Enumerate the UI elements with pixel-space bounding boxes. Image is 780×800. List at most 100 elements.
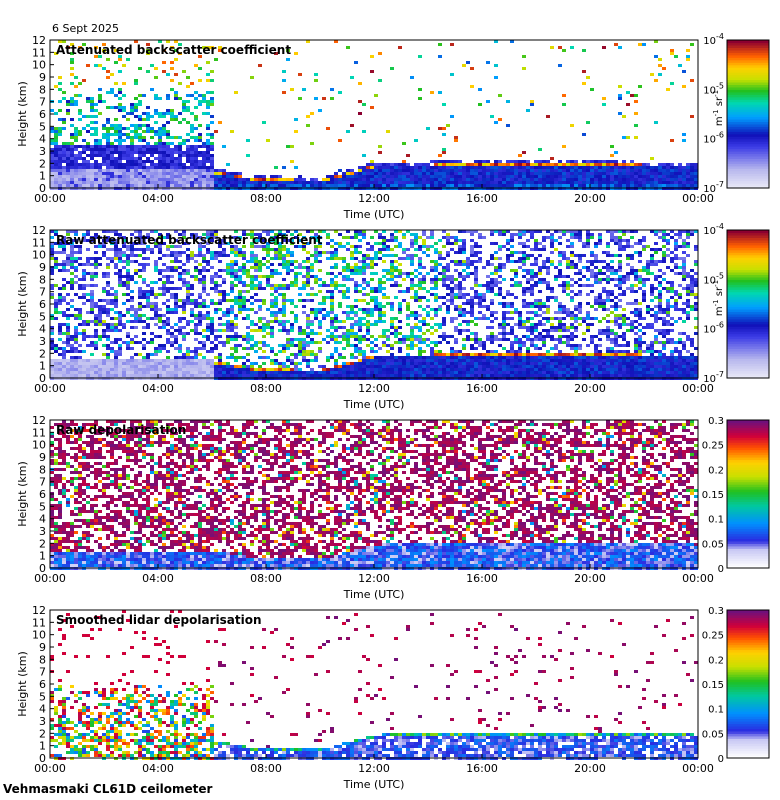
heatmap-cell (522, 172, 526, 175)
heatmap-cell (426, 323, 430, 326)
heatmap-cell (130, 296, 134, 299)
heatmap-cell (610, 184, 614, 187)
heatmap-cell (130, 326, 134, 329)
heatmap-cell (122, 371, 126, 374)
heatmap-cell (134, 269, 138, 272)
heatmap-cell (298, 233, 302, 236)
heatmap-cell (650, 169, 654, 172)
heatmap-cell (370, 55, 374, 58)
heatmap-cell (286, 58, 290, 61)
heatmap-cell (194, 350, 198, 353)
heatmap-cell (62, 356, 66, 359)
heatmap-cell (418, 296, 422, 299)
heatmap-cell (314, 184, 318, 187)
heatmap-cell (378, 169, 382, 172)
heatmap-cell (370, 365, 374, 368)
colorbar-segment (727, 44, 769, 48)
heatmap-cell (518, 154, 522, 157)
heatmap-cell (130, 314, 134, 317)
heatmap-cell (54, 136, 58, 139)
heatmap-cell (58, 299, 62, 302)
heatmap-cell (386, 163, 390, 166)
heatmap-cell (166, 290, 170, 293)
heatmap-cell (106, 311, 110, 314)
heatmap-cell (334, 178, 338, 181)
heatmap-cell (418, 184, 422, 187)
heatmap-cell (398, 175, 402, 178)
heatmap-cell (338, 184, 342, 187)
heatmap-cell (138, 145, 142, 148)
heatmap-cell (290, 178, 294, 181)
heatmap-cell (242, 308, 246, 311)
heatmap-cell (202, 347, 206, 350)
heatmap-cell (238, 281, 242, 284)
heatmap-cell (482, 175, 486, 178)
heatmap-cell (442, 278, 446, 281)
heatmap-cell (334, 341, 338, 344)
heatmap-cell (174, 58, 178, 61)
heatmap-cell (86, 160, 90, 163)
heatmap-cell (218, 49, 222, 52)
heatmap-cell (342, 347, 346, 350)
heatmap-cell (374, 263, 378, 266)
heatmap-cell (194, 148, 198, 151)
heatmap-cell (334, 230, 338, 233)
heatmap-cell (554, 184, 558, 187)
heatmap-cell (338, 257, 342, 260)
heatmap-cell (54, 142, 58, 145)
heatmap-cell (398, 263, 402, 266)
heatmap-cell (498, 166, 502, 169)
heatmap-cell (154, 112, 158, 115)
heatmap-cell (426, 178, 430, 181)
heatmap-cell (134, 341, 138, 344)
heatmap-cell (510, 175, 514, 178)
heatmap-cell (166, 94, 170, 97)
heatmap-cell (186, 184, 190, 187)
heatmap-cell (98, 311, 102, 314)
heatmap-cell (370, 266, 374, 269)
heatmap-cell (210, 148, 214, 151)
heatmap-cell (198, 359, 202, 362)
heatmap-cell (166, 236, 170, 239)
heatmap-cell (146, 115, 150, 118)
heatmap-cell (422, 245, 426, 248)
heatmap-cell (354, 374, 358, 377)
heatmap-cell (110, 317, 114, 320)
heatmap-cell (418, 178, 422, 181)
heatmap-cell (394, 172, 398, 175)
heatmap-cell (314, 314, 318, 317)
heatmap-cell (118, 269, 122, 272)
heatmap-cell (198, 365, 202, 368)
heatmap-cell (154, 347, 158, 350)
heatmap-cell (178, 121, 182, 124)
heatmap-cell (50, 245, 54, 248)
heatmap-cell (62, 263, 66, 266)
heatmap-cell (326, 311, 330, 314)
heatmap-cell (270, 178, 274, 181)
heatmap-cell (74, 365, 78, 368)
heatmap-cell (102, 245, 106, 248)
heatmap-cell (138, 362, 142, 365)
heatmap-cell (210, 326, 214, 329)
heatmap-cell (94, 160, 98, 163)
heatmap-cell (50, 251, 54, 254)
heatmap-cell (110, 106, 114, 109)
heatmap-cell (346, 178, 350, 181)
heatmap-cell (362, 281, 366, 284)
heatmap-cell (290, 353, 294, 356)
heatmap-cell (466, 166, 470, 169)
heatmap-cell (238, 181, 242, 184)
heatmap-cell (330, 356, 334, 359)
heatmap-cell (234, 175, 238, 178)
heatmap-cell (158, 169, 162, 172)
heatmap-cell (86, 184, 90, 187)
heatmap-cell (258, 329, 262, 332)
heatmap-cell (370, 163, 374, 166)
heatmap-cell (426, 344, 430, 347)
heatmap-cell (430, 160, 434, 163)
heatmap-cell (78, 163, 82, 166)
y-tick-label: 3 (39, 145, 46, 158)
heatmap-cell (74, 260, 78, 263)
heatmap-cell (602, 184, 606, 187)
heatmap-cell (174, 335, 178, 338)
